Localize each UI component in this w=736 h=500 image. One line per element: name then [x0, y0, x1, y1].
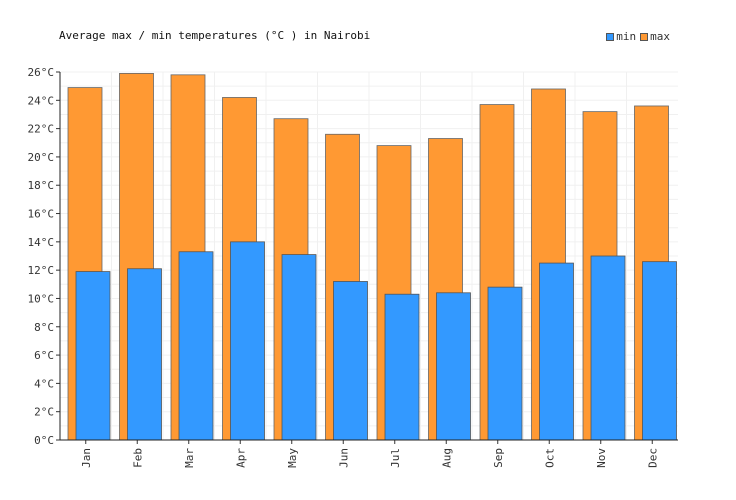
legend-swatch-min — [606, 32, 615, 41]
legend-label-max: max — [650, 30, 670, 43]
x-tick-label-aug: Aug — [440, 448, 453, 468]
bar-min-jan — [75, 271, 111, 441]
bar-min-oct — [539, 262, 574, 441]
y-tick-label: 26°C — [28, 66, 55, 79]
x-tick-label-jun: Jun — [337, 448, 350, 468]
chart-title: Average max / min temperatures (°C ) in … — [59, 29, 371, 42]
legend-swatch-max — [640, 32, 649, 41]
bar-min-nov — [590, 255, 626, 441]
y-tick-label: 22°C — [28, 123, 55, 136]
x-tick-label-dec: Dec — [646, 448, 659, 468]
x-tick-label-nov: Nov — [595, 448, 608, 468]
y-tick-label: 14°C — [28, 236, 55, 249]
legend: min max — [602, 30, 670, 43]
x-tick-label-jan: Jan — [80, 448, 93, 468]
x-tick-label-jul: Jul — [389, 448, 402, 468]
y-tick-label: 8°C — [34, 321, 54, 334]
x-tick-label-sep: Sep — [492, 448, 505, 468]
y-tick-label: 4°C — [34, 377, 54, 390]
x-tick-label-feb: Feb — [131, 448, 144, 468]
y-tick-label: 24°C — [28, 94, 55, 107]
y-tick-label: 2°C — [34, 406, 54, 419]
legend-item-max: max — [640, 30, 670, 43]
bar-min-mar — [178, 251, 214, 441]
x-tick-label-oct: Oct — [543, 448, 556, 468]
y-tick-label: 10°C — [28, 292, 55, 305]
bar-min-dec — [642, 261, 677, 441]
y-tick-label: 0°C — [34, 434, 54, 447]
x-tick-label-may: May — [286, 448, 299, 468]
y-tick-label: 6°C — [34, 349, 54, 362]
bar-min-sep — [487, 286, 523, 441]
bar-min-may — [281, 254, 317, 441]
y-tick-label: 12°C — [28, 264, 55, 277]
legend-label-min: min — [616, 30, 637, 43]
legend-item-min: min — [606, 30, 636, 43]
bar-min-jul — [384, 293, 420, 441]
bar-min-apr — [230, 241, 265, 441]
x-tick-label-apr: Apr — [234, 448, 247, 468]
bar-min-jun — [333, 281, 368, 441]
bar-min-aug — [436, 292, 471, 441]
y-tick-label: 16°C — [28, 208, 55, 221]
x-tick-label-mar: Mar — [183, 448, 196, 468]
bar-min-feb — [127, 268, 162, 441]
y-tick-label: 20°C — [28, 151, 55, 164]
y-tick-label: 18°C — [28, 179, 55, 192]
